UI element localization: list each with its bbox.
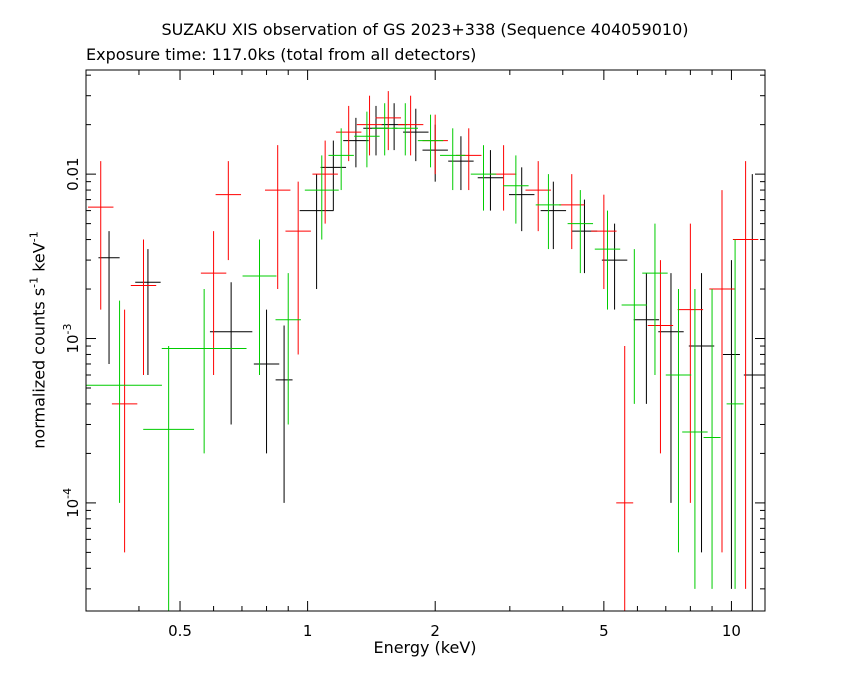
y-tick-label-exponent: -3 — [61, 323, 74, 334]
y-label-main: normalized counts s — [29, 287, 49, 449]
y-label-mid: keV — [29, 242, 49, 277]
x-tick-label: 1 — [303, 622, 313, 640]
y-label-exp1: -1 — [27, 276, 41, 288]
plot-frame — [85, 69, 766, 612]
y-axis-label: normalized counts s-1 keV-1 — [28, 231, 49, 448]
x-axis-label: Energy (keV) — [373, 638, 477, 657]
y-tick-label: 10-3 — [61, 323, 82, 353]
x-tick-label: 10 — [722, 622, 741, 640]
chart-subtitle: Exposure time: 117.0ks (total from all d… — [86, 45, 477, 64]
chart-title: SUZAKU XIS observation of GS 2023+338 (S… — [161, 20, 689, 39]
y-tick-label: 0.01 — [64, 157, 82, 190]
y-tick-label-base: 10 — [64, 499, 82, 518]
series-layer — [86, 91, 761, 611]
x-tick-label: 0.5 — [168, 622, 192, 640]
x-tick-label: 5 — [599, 622, 609, 640]
y-tick-label: 10-4 — [61, 488, 82, 518]
y-tick-label-base: 0.01 — [64, 157, 82, 190]
y-label-exp2: -1 — [27, 231, 41, 243]
x-tick-label: 2 — [430, 622, 440, 640]
y-tick-label-exponent: -4 — [61, 488, 74, 499]
y-tick-label-base: 10 — [64, 334, 82, 353]
